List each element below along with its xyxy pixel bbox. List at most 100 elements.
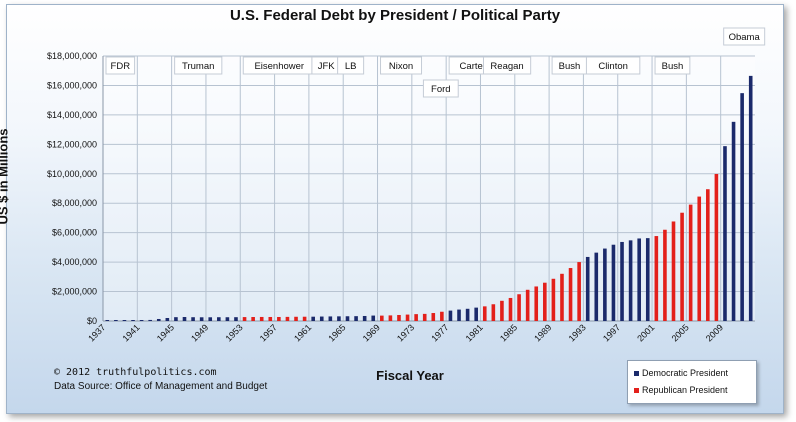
- president-label-box: [105, 56, 136, 75]
- bar-1939: [122, 320, 127, 321]
- legend-swatch-republican: [634, 388, 639, 394]
- bar-1938: [114, 320, 118, 321]
- bar-2006: [697, 196, 702, 321]
- bar-1981: [482, 306, 487, 321]
- bar-1990: [560, 273, 564, 321]
- bar-1950: [217, 317, 221, 321]
- bar-1946: [182, 317, 187, 321]
- bar-1961: [311, 316, 315, 321]
- bar-2011: [740, 93, 744, 321]
- x-axis-title: Fiscal Year: [376, 368, 444, 383]
- bar-1944: [165, 317, 170, 321]
- president-label: LB: [345, 61, 357, 72]
- president-label-box: [380, 56, 423, 75]
- bar-1955: [259, 316, 264, 321]
- bar-1983: [500, 300, 504, 321]
- bar-1963: [328, 316, 333, 321]
- bar-1965: [345, 316, 350, 321]
- president-label: Clinton: [598, 61, 628, 72]
- president-label-box: [723, 27, 766, 46]
- bar-1942: [148, 319, 152, 321]
- x-tick-label: 1969: [361, 322, 382, 343]
- bar-1988: [543, 282, 547, 321]
- bar-2012: [748, 75, 753, 321]
- president-label-box: [482, 56, 532, 75]
- bar-1972: [405, 314, 410, 321]
- x-tick-label: 1985: [498, 322, 519, 343]
- bar-1999: [637, 238, 641, 321]
- bar-1947: [191, 317, 195, 321]
- legend-swatch-democratic: [634, 371, 639, 377]
- y-tick-label: $12,000,000: [47, 139, 97, 149]
- x-tick-label: 2001: [635, 322, 656, 343]
- bar-1949: [208, 317, 213, 321]
- x-tick-label: 1973: [395, 322, 416, 343]
- x-tick-label: 1961: [292, 322, 313, 343]
- bar-1977: [448, 310, 453, 321]
- bar-1969: [380, 315, 384, 321]
- x-tick-label: 1977: [429, 322, 450, 343]
- president-label-box: [585, 56, 641, 75]
- president-label: Bush: [559, 61, 581, 72]
- bar-1956: [268, 316, 273, 321]
- bar-2004: [680, 212, 684, 321]
- bar-1994: [594, 252, 599, 321]
- legend-label-democratic: Democratic President: [642, 368, 729, 378]
- bar-1940: [131, 320, 135, 321]
- bar-1997: [620, 241, 624, 321]
- bar-1957: [277, 316, 281, 321]
- bar-2000: [645, 238, 650, 321]
- president-label: Ford: [431, 84, 451, 95]
- bar-1954: [251, 317, 255, 321]
- x-tick-label: 1981: [464, 322, 485, 343]
- y-tick-label: $10,000,000: [47, 169, 97, 179]
- x-tick-label: 1945: [155, 322, 176, 343]
- legend: Democratic President Republican Presiden…: [627, 360, 757, 404]
- bar-1974: [422, 313, 427, 321]
- bar-1989: [551, 278, 556, 321]
- bar-1980: [474, 307, 478, 321]
- bar-1987: [534, 286, 539, 321]
- copyright-note: © 2012 truthfulpolitics.com: [54, 367, 217, 378]
- president-label: Nixon: [389, 61, 413, 72]
- chart-title: U.S. Federal Debt by President / Politic…: [229, 7, 561, 24]
- x-tick-label: 1997: [601, 322, 622, 343]
- legend-item-democratic: Democratic President: [634, 368, 728, 378]
- bar-1976: [440, 311, 444, 321]
- bar-2009: [723, 146, 727, 321]
- x-tick-label: 2005: [670, 322, 691, 343]
- legend-item-republican: Republican President: [634, 385, 728, 395]
- bar-1948: [199, 317, 204, 321]
- bar-1953: [242, 317, 247, 321]
- bar-1970: [388, 315, 393, 321]
- x-tick-label: 1957: [258, 322, 279, 343]
- bar-1945: [174, 317, 178, 321]
- bar-1971: [397, 314, 401, 321]
- bar-1937: [105, 320, 110, 321]
- bar-1991: [568, 268, 573, 321]
- y-tick-label: $18,000,000: [47, 51, 97, 61]
- y-tick-label: $4,000,000: [52, 257, 97, 267]
- bar-1993: [585, 256, 590, 321]
- bar-1973: [414, 314, 418, 321]
- bar-1966: [354, 316, 358, 321]
- president-label: Obama: [729, 32, 761, 43]
- legend-label-republican: Republican President: [642, 385, 728, 395]
- bar-1960: [302, 316, 307, 321]
- bar-1998: [628, 240, 633, 321]
- president-label-box: [174, 56, 223, 75]
- bar-1982: [491, 304, 496, 321]
- bar-1992: [577, 262, 581, 321]
- bar-1964: [337, 316, 341, 321]
- bar-2010: [731, 121, 736, 322]
- president-label: Carter: [460, 61, 486, 72]
- bar-1943: [156, 318, 161, 321]
- bar-1941: [139, 320, 144, 321]
- president-label: Truman: [182, 61, 214, 72]
- bar-1995: [603, 248, 607, 321]
- bar-1968: [371, 315, 376, 321]
- bar-2005: [688, 204, 693, 321]
- bar-2002: [663, 229, 667, 321]
- y-tick-label: $8,000,000: [52, 198, 97, 208]
